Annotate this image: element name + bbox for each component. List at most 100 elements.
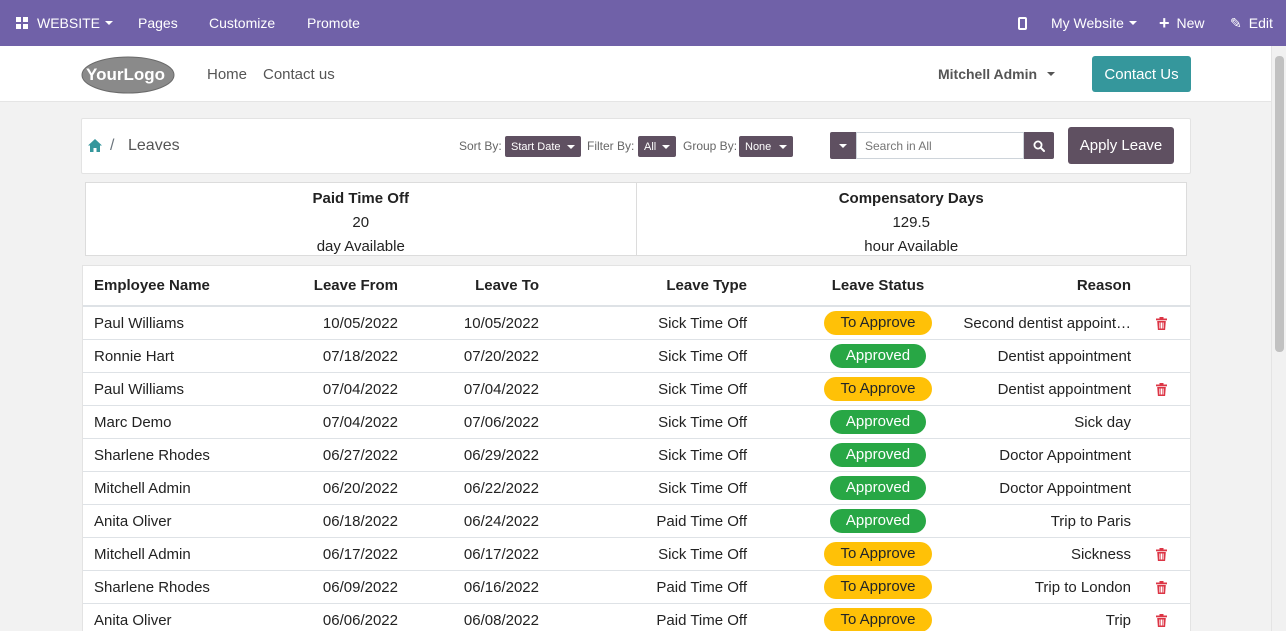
mobile-preview-button[interactable] [1018, 0, 1027, 46]
group-by-value: None [745, 140, 772, 153]
pages-menu[interactable]: Pages [138, 15, 178, 31]
status-badge: Approved [829, 476, 927, 500]
search-input[interactable] [856, 132, 1024, 159]
user-menu[interactable]: Mitchell Admin [938, 46, 1056, 102]
cell-reason: Second dentist appoint… [963, 314, 1131, 332]
cell-reason: Sickness [1070, 545, 1131, 563]
trash-icon [1155, 382, 1167, 396]
chevron-down-icon [662, 144, 671, 149]
delete-leave-button[interactable] [1153, 604, 1169, 631]
status-badge: To Approve [824, 542, 932, 566]
trash-icon [1155, 580, 1167, 594]
cell-leave-from: 10/05/2022 [322, 314, 398, 332]
nav-home[interactable]: Home [207, 65, 248, 83]
delete-leave-button[interactable] [1153, 307, 1169, 339]
table-row[interactable]: Ronnie Hart 07/18/2022 07/20/2022 Sick Time… [83, 340, 1190, 373]
cell-leave-from: 07/04/2022 [322, 413, 398, 431]
contact-us-button[interactable]: Contact Us [1092, 56, 1191, 92]
site-header: YourLogo Home Contact us Mitchell Admin … [0, 46, 1271, 102]
cell-employee-name: Mitchell Admin [94, 479, 191, 497]
cell-leave-status: To Approve [803, 604, 953, 631]
header-leave-from: Leave From [313, 277, 398, 294]
chevron-down-icon [566, 144, 575, 149]
leaves-controls-bar: / Leaves Sort By: Start Date Filter By: … [81, 118, 1191, 174]
allocation-value: 20 [352, 214, 370, 231]
page-scrollbar[interactable] [1271, 46, 1286, 631]
allocation-unit: hour Available [864, 238, 959, 255]
chevron-down-icon [105, 21, 114, 25]
allocation-title: Compensatory Days [838, 190, 984, 207]
home-icon[interactable] [88, 139, 102, 152]
table-row[interactable]: Sharlene Rhodes 06/27/2022 06/29/2022 Sick … [83, 439, 1190, 472]
table-row[interactable]: Paul Williams 07/04/2022 07/04/2022 Sick Ti… [83, 373, 1190, 406]
status-badge: To Approve [824, 575, 932, 599]
cell-leave-type: Sick Time Off [658, 479, 747, 497]
cell-reason: Trip [1105, 611, 1131, 629]
table-row[interactable]: Mitchell Admin 06/20/2022 06/22/2022 Sick T… [83, 472, 1190, 505]
cell-leave-type: Sick Time Off [658, 380, 747, 398]
delete-leave-button[interactable] [1153, 571, 1169, 603]
cell-employee-name: Sharlene Rhodes [94, 578, 210, 596]
sort-by-label: Sort By: [459, 139, 502, 153]
new-label: New [1176, 15, 1205, 31]
new-button[interactable]: + New [1159, 0, 1205, 46]
cell-leave-type: Sick Time Off [658, 347, 747, 365]
cell-leave-from: 06/20/2022 [322, 479, 398, 497]
status-badge: Approved [829, 410, 927, 434]
scrollbar-thumb[interactable] [1275, 56, 1284, 352]
cell-reason: Doctor Appointment [999, 446, 1131, 464]
cell-leave-type: Sick Time Off [658, 446, 747, 464]
cell-leave-type: Sick Time Off [658, 314, 747, 332]
breadcrumb-current: Leaves [128, 137, 180, 154]
leaves-table: Employee Name Leave From Leave To Leave … [82, 265, 1191, 631]
search-button[interactable] [1024, 132, 1054, 159]
cell-leave-from: 06/17/2022 [322, 545, 398, 563]
edit-button[interactable]: ✎ Edit [1230, 0, 1273, 46]
delete-leave-button[interactable] [1153, 373, 1169, 405]
table-row[interactable]: Anita Oliver 06/06/2022 06/08/2022 Paid Tim… [83, 604, 1190, 631]
my-website-menu[interactable]: My Website [1051, 0, 1137, 46]
filter-by-value: All [644, 140, 657, 153]
cell-leave-to: 10/05/2022 [463, 314, 539, 332]
allocation-paid-time-off: Paid Time Off 20 day Available [86, 183, 636, 255]
cell-employee-name: Marc Demo [94, 413, 172, 431]
group-by-dropdown[interactable]: None [739, 136, 794, 157]
customize-menu[interactable]: Customize [209, 15, 276, 31]
trash-icon [1155, 613, 1167, 627]
table-row[interactable]: Mitchell Admin 06/17/2022 06/17/2022 Sick T… [83, 538, 1190, 571]
cell-leave-status: To Approve [803, 307, 953, 339]
trash-icon [1155, 316, 1167, 330]
search-filter-toggle[interactable] [830, 132, 856, 159]
cell-leave-status: Approved [803, 439, 953, 471]
cell-leave-from: 06/06/2022 [322, 611, 398, 629]
cell-leave-from: 07/18/2022 [322, 347, 398, 365]
cell-leave-to: 07/06/2022 [463, 413, 539, 431]
allocation-value: 129.5 [892, 214, 931, 231]
sort-by-value: Start Date [511, 140, 561, 153]
status-badge: To Approve [824, 377, 932, 401]
header-leave-to: Leave To [475, 277, 539, 294]
table-row[interactable]: Sharlene Rhodes 06/09/2022 06/16/2022 Paid … [83, 571, 1190, 604]
cell-leave-status: Approved [803, 472, 953, 504]
promote-menu[interactable]: Promote [307, 15, 360, 31]
pencil-icon: ✎ [1230, 14, 1242, 31]
table-row[interactable]: Paul Williams 10/05/2022 10/05/2022 Sick Ti… [83, 307, 1190, 340]
cell-leave-type: Paid Time Off [656, 578, 747, 596]
website-menu[interactable]: WEBSITE [16, 0, 114, 46]
table-row[interactable]: Anita Oliver 06/18/2022 06/24/2022 Paid Tim… [83, 505, 1190, 538]
apply-leave-button[interactable]: Apply Leave [1068, 127, 1174, 164]
nav-contact-us[interactable]: Contact us [263, 65, 335, 83]
chevron-down-icon [839, 143, 847, 148]
cell-reason: Dentist appointment [997, 347, 1131, 365]
delete-leave-button[interactable] [1153, 538, 1169, 570]
table-row[interactable]: Marc Demo 07/04/2022 07/06/2022 Sick Time O… [83, 406, 1190, 439]
company-logo[interactable]: YourLogo [80, 54, 176, 94]
trash-icon [1155, 547, 1167, 561]
filter-by-dropdown[interactable]: All [638, 136, 677, 157]
cell-leave-status: To Approve [803, 538, 953, 570]
cell-leave-from: 06/27/2022 [322, 446, 398, 464]
sort-by-dropdown[interactable]: Start Date [505, 136, 581, 157]
edit-label: Edit [1248, 15, 1273, 31]
header-reason: Reason [1076, 277, 1131, 294]
cell-leave-status: Approved [803, 406, 953, 438]
